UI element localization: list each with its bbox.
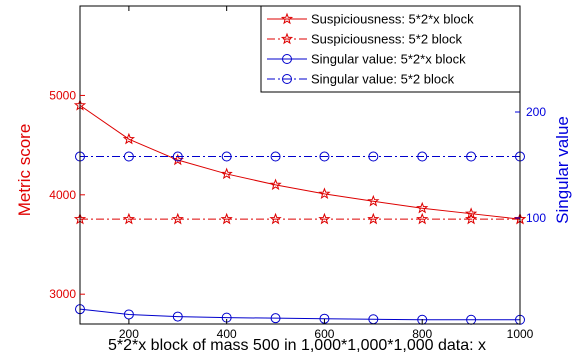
data-point	[122, 212, 135, 225]
left-y-tick-label: 3000	[49, 287, 76, 301]
left-y-tick-label: 5000	[49, 88, 76, 102]
x-tick-label: 200	[119, 327, 139, 341]
data-point	[318, 212, 331, 225]
left-y-axis-label: Metric score	[15, 124, 34, 217]
left-y-axis-ticks: 3000 4000 5000	[49, 88, 85, 301]
legend-box	[260, 5, 521, 93]
legend-label: Suspiciousness: 5*2 block	[311, 32, 463, 47]
x-axis-ticks: 200 400 600 800 1000	[119, 6, 534, 341]
legend-marker	[280, 12, 294, 25]
data-point	[319, 151, 330, 162]
data-point	[171, 212, 184, 225]
data-point	[221, 151, 232, 162]
right-y-tick-label: 200	[526, 105, 546, 119]
legend: Suspiciousness: 5*2*x block Suspiciousnes…	[260, 5, 521, 93]
legend-label: Singular value: 5*2 block	[311, 72, 455, 87]
data-point	[270, 313, 281, 324]
data-point	[416, 212, 429, 225]
legend-marker	[280, 32, 294, 45]
right-y-axis-label: Singular value	[553, 116, 572, 224]
legend-marker	[282, 54, 292, 64]
right-y-axis-ticks: 100 200	[515, 105, 546, 225]
data-point	[318, 187, 331, 200]
x-tick-label: 600	[314, 327, 334, 341]
legend-label: Suspiciousness: 5*2*x block	[311, 12, 474, 27]
x-tick-label: 1000	[507, 327, 534, 341]
plot-area	[73, 98, 527, 325]
legend-entry: Suspiciousness: 5*2*x block	[267, 12, 474, 27]
data-point	[269, 178, 282, 191]
data-point	[466, 151, 477, 162]
x-tick-label: 400	[217, 327, 237, 341]
data-point	[368, 151, 379, 162]
series-line	[79, 104, 521, 220]
data-point	[172, 151, 183, 162]
series-3	[75, 304, 525, 325]
x-tick-label: 800	[412, 327, 432, 341]
data-point	[123, 151, 134, 162]
right-y-tick-label: 100	[526, 211, 546, 225]
data-point	[270, 151, 281, 162]
left-y-tick-label: 4000	[49, 188, 76, 202]
data-point	[367, 212, 380, 225]
legend-entry: Suspiciousness: 5*2 block	[267, 32, 463, 47]
data-point	[172, 311, 183, 322]
data-point	[220, 167, 233, 180]
data-point	[122, 132, 135, 145]
series-2	[73, 212, 527, 225]
data-point	[123, 309, 134, 320]
x-axis-label: 5*2*x block of mass 500 in 1,000*1,000*1…	[108, 337, 486, 354]
series-4	[75, 151, 525, 162]
legend-entry: Singular value: 5*2 block	[267, 72, 455, 87]
series-line	[79, 308, 520, 321]
data-point	[417, 151, 428, 162]
legend-entry: Singular value: 5*2*x block	[267, 52, 466, 67]
data-point	[269, 212, 282, 225]
data-point	[416, 201, 429, 214]
data-point	[220, 212, 233, 225]
legend-label: Singular value: 5*2*x block	[311, 52, 466, 67]
data-point	[465, 212, 478, 225]
data-point	[465, 207, 478, 219]
legend-marker	[282, 74, 292, 84]
data-point	[367, 194, 380, 207]
data-point	[171, 153, 184, 166]
series-1	[73, 98, 527, 225]
